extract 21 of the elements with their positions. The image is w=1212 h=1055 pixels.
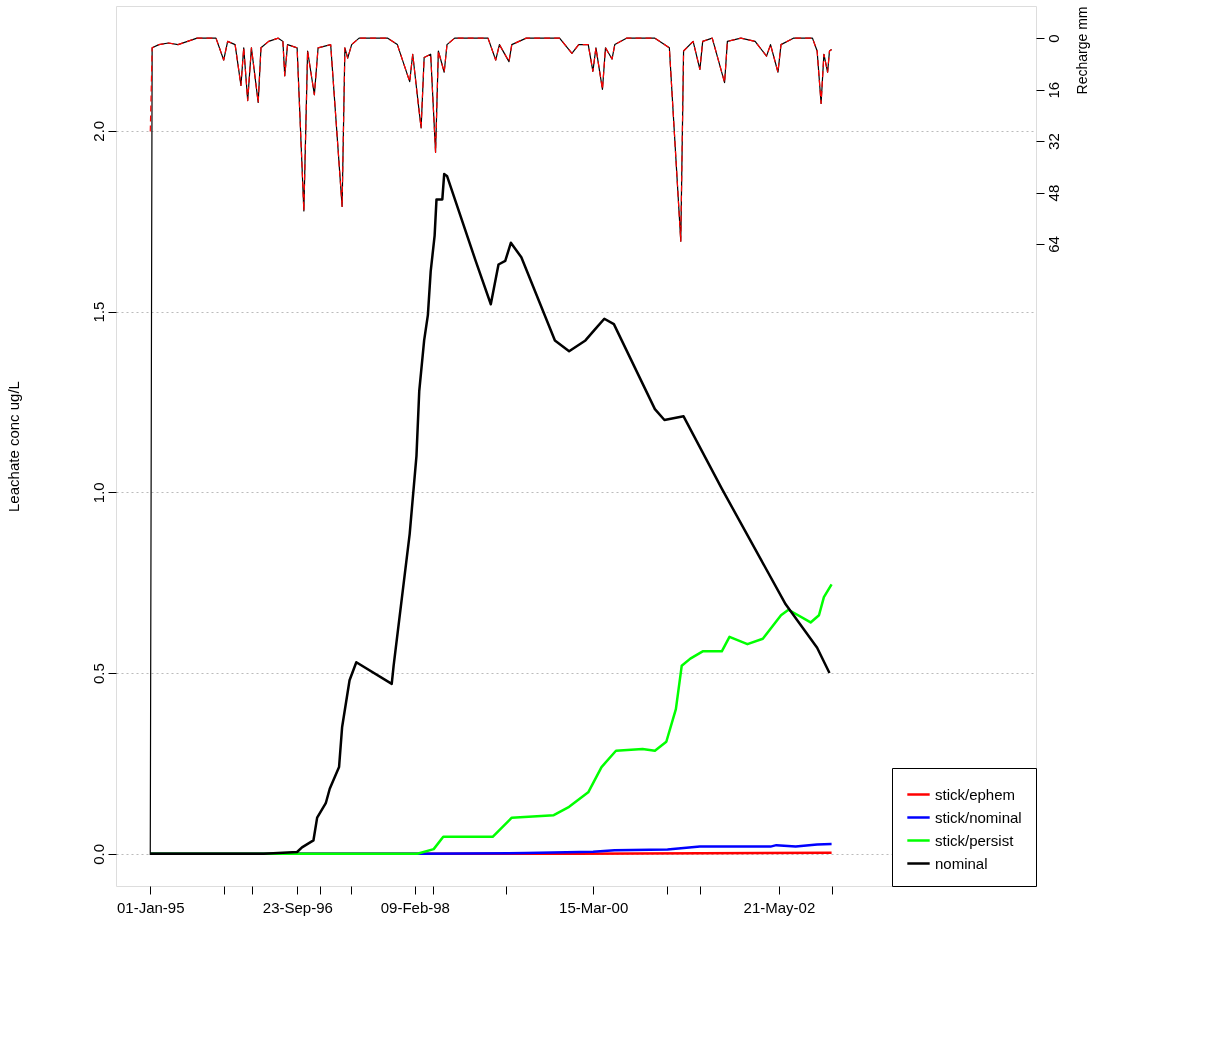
x-tick-label: 15-Mar-00	[559, 898, 629, 916]
x-tick-label: 09-Feb-98	[380, 898, 450, 916]
y-tick-label: 1.0	[89, 482, 107, 504]
y2-tick-label: 32	[1044, 133, 1062, 150]
y2-tick-label: 48	[1044, 184, 1062, 202]
y-tick-label: 1.5	[89, 301, 107, 323]
legend-label: stick/ephem	[935, 785, 1016, 803]
legend-label: nominal	[935, 854, 988, 872]
x-tick-label: 23-Sep-96	[262, 898, 333, 916]
y2-axis-title: Recharge mm	[1073, 6, 1090, 95]
legend-label: stick/nominal	[935, 808, 1022, 826]
y-tick-label: 0.5	[89, 663, 107, 684]
legend-label: stick/persist	[935, 831, 1015, 849]
y2-tick-label: 16	[1044, 81, 1062, 99]
x-tick-label: 21-May-02	[743, 898, 816, 916]
y-tick-label: 2.0	[89, 120, 107, 142]
y2-tick-label: 64	[1044, 236, 1062, 253]
y-tick-label: 0.0	[89, 843, 107, 865]
y2-tick-label: 0	[1044, 34, 1062, 43]
x-tick-label: 01-Jan-95	[116, 898, 185, 916]
y-axis-title: Leachate conc ug/L	[4, 381, 22, 512]
